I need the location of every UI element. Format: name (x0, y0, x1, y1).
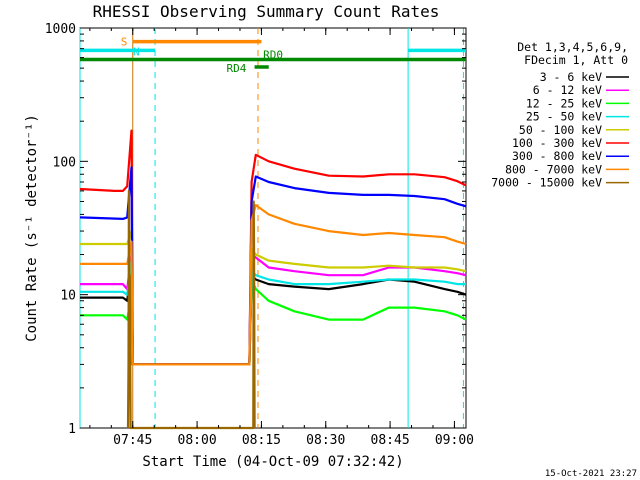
legend-label-4: 50 - 100 keV (519, 123, 602, 137)
timestamp: 15-Oct-2021 23:27 (545, 469, 637, 479)
series-line-6 (79, 166, 467, 366)
flag-label-4: RD4 (227, 62, 247, 75)
y-tick-label-0: 1 (68, 422, 76, 437)
y-axis-label: Count Rate (s⁻¹ detector⁻¹) (24, 114, 40, 342)
x-tick-label-3: 08:30 (306, 433, 345, 448)
x-tick-label-2: 08:15 (242, 433, 281, 448)
x-tick-label-1: 08:00 (178, 433, 217, 448)
y-tick-label-1: 10 (60, 289, 76, 304)
x-axis-label: Start Time (04-Oct-09 07:32:42) (142, 454, 403, 470)
x-tick-label-5: 09:00 (435, 433, 474, 448)
flag-bars: SN RD0 RD4 (80, 36, 466, 75)
x-tick-label-4: 08:45 (371, 433, 410, 448)
series-line-8 (126, 189, 256, 430)
y-tick-label-3: 1000 (45, 22, 76, 37)
legend-header-line1: Det 1,3,4,5,6,9, (517, 40, 628, 54)
legend-header-line2: FDecim 1, Att 0 (524, 53, 628, 67)
x-ticks: 07:45 08:00 08:15 08:30 08:45 09:00 (89, 28, 474, 448)
legend-label-6: 300 - 800 keV (512, 149, 602, 163)
legend-label-7: 800 - 7000 keV (505, 162, 602, 176)
y-tick-label-2: 100 (53, 155, 76, 170)
series-lines (79, 129, 467, 430)
vertical-markers (79, 28, 464, 428)
flag-label-1: N (133, 45, 140, 58)
legend-label-0: 3 - 6 keV (540, 70, 602, 84)
legend: Det 1,3,4,5,6,9, FDecim 1, Att 0 3 - 6 k… (491, 40, 629, 190)
legend-label-1: 6 - 12 keV (533, 83, 602, 97)
chart-title: RHESSI Observing Summary Count Rates (93, 2, 440, 21)
flag-label-3: RD0 (263, 49, 283, 62)
y-ticks: 1 10 100 1000 (45, 22, 466, 437)
legend-label-2: 12 - 25 keV (526, 96, 602, 110)
series-line-5 (79, 129, 467, 366)
legend-label-5: 100 - 300 keV (512, 136, 602, 150)
legend-label-8: 7000 - 15000 keV (491, 176, 602, 190)
x-tick-label-0: 07:45 (113, 433, 152, 448)
legend-label-3: 25 - 50 keV (526, 110, 602, 124)
flag-label-0: S (121, 36, 128, 49)
